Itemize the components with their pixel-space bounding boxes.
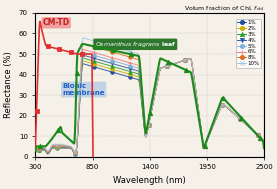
Y-axis label: Reflectance (%): Reflectance (%) (4, 51, 13, 118)
Text: Bionic
membrane: Bionic membrane (62, 83, 105, 96)
Legend: 1%, 2%, 3%, 4%, 5%, 6%, 8%, 10%: 1%, 2%, 3%, 4%, 5%, 6%, 8%, 10% (236, 19, 261, 68)
Text: CM-TD: CM-TD (43, 18, 70, 27)
X-axis label: Wavelength (nm): Wavelength (nm) (113, 176, 186, 185)
Text: Volum fraction of Chl, $f_{\mathrm{chl}}$: Volum fraction of Chl, $f_{\mathrm{chl}}… (184, 4, 264, 13)
Text: $\it{Osmanthus\ fragrans}$ leaf: $\it{Osmanthus\ fragrans}$ leaf (94, 40, 176, 49)
